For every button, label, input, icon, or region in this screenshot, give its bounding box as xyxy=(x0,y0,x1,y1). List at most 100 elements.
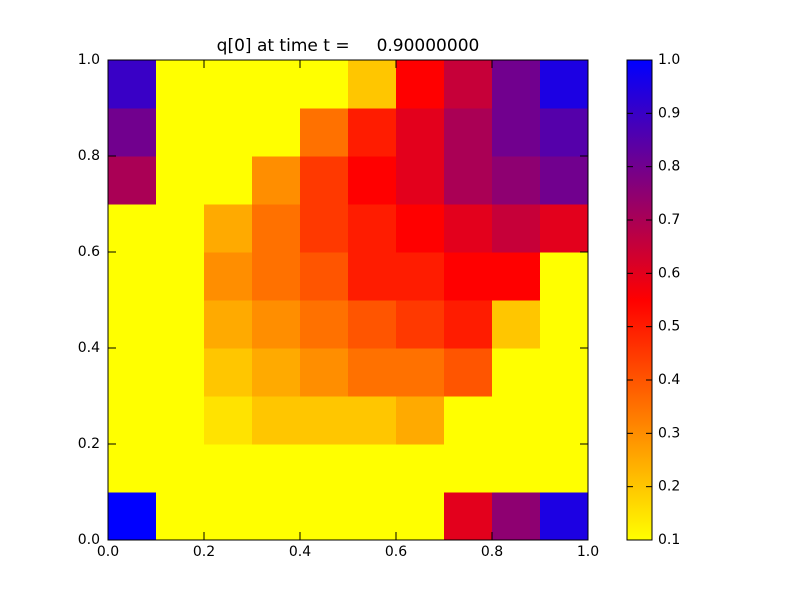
heat-cell xyxy=(444,492,493,541)
heat-cell xyxy=(492,492,541,541)
heat-cell xyxy=(540,60,589,109)
heat-cell xyxy=(156,300,205,349)
heat-cell xyxy=(252,108,301,157)
heat-cell xyxy=(444,60,493,109)
heat-cell xyxy=(444,156,493,205)
heat-cell xyxy=(108,60,157,109)
heat-cell xyxy=(396,348,445,397)
heat-cell xyxy=(204,492,253,541)
heat-cell xyxy=(540,108,589,157)
colorbar-tick-label: 0.2 xyxy=(658,479,680,495)
heat-cell xyxy=(300,156,349,205)
heat-cell xyxy=(156,444,205,493)
heat-cell xyxy=(348,444,397,493)
heat-cell xyxy=(540,252,589,301)
heat-cell xyxy=(396,252,445,301)
heat-cell xyxy=(204,444,253,493)
heat-cell xyxy=(540,156,589,205)
heat-cell xyxy=(300,492,349,541)
heat-cell xyxy=(156,252,205,301)
heat-cell xyxy=(300,252,349,301)
x-tick-label: 0.6 xyxy=(385,544,407,560)
heat-cell xyxy=(540,348,589,397)
heat-cell xyxy=(252,204,301,253)
x-tick-label: 0.0 xyxy=(97,544,119,560)
heat-cell xyxy=(540,492,589,541)
heat-cell xyxy=(300,300,349,349)
heat-cell xyxy=(204,396,253,445)
heat-cell xyxy=(156,60,205,109)
heat-cell xyxy=(396,492,445,541)
heat-cell xyxy=(204,156,253,205)
heat-cell xyxy=(252,348,301,397)
heat-cell xyxy=(156,348,205,397)
heat-cell xyxy=(348,108,397,157)
heat-cell xyxy=(252,252,301,301)
heat-cell xyxy=(540,396,589,445)
heat-cell xyxy=(540,204,589,253)
plot-frame xyxy=(107,59,589,541)
heat-cell xyxy=(444,204,493,253)
heat-cell xyxy=(396,396,445,445)
colorbar-tick-label: 0.7 xyxy=(658,212,680,228)
heat-cell xyxy=(540,300,589,349)
heat-cell xyxy=(348,204,397,253)
x-tick-label: 0.4 xyxy=(289,544,311,560)
heat-cell xyxy=(492,252,541,301)
heat-cell xyxy=(444,300,493,349)
colorbar-tick-label: 1.0 xyxy=(658,52,680,68)
heat-cell xyxy=(492,156,541,205)
heat-cell xyxy=(108,252,157,301)
heat-cell xyxy=(396,60,445,109)
heat-cell xyxy=(348,252,397,301)
heat-cell xyxy=(492,300,541,349)
heat-cell xyxy=(108,396,157,445)
heat-cell xyxy=(492,204,541,253)
colorbar-tick-label: 0.6 xyxy=(658,265,680,281)
heat-cell xyxy=(204,300,253,349)
heat-cell xyxy=(252,396,301,445)
x-tick-label: 0.8 xyxy=(481,544,503,560)
colorbar-tick-label: 0.3 xyxy=(658,425,680,441)
heat-cell xyxy=(204,348,253,397)
heat-cell xyxy=(300,60,349,109)
heat-cell xyxy=(108,300,157,349)
y-tick-label: 1.0 xyxy=(78,52,100,68)
heat-cell xyxy=(156,156,205,205)
heat-cell xyxy=(156,204,205,253)
heat-cell xyxy=(492,108,541,157)
heat-cell xyxy=(204,60,253,109)
heat-cell xyxy=(300,108,349,157)
heat-cell xyxy=(108,492,157,541)
heat-cell xyxy=(492,348,541,397)
colorbar-tick-label: 0.9 xyxy=(658,105,680,121)
heat-cell xyxy=(348,492,397,541)
heat-cell xyxy=(252,444,301,493)
y-tick-label: 0.0 xyxy=(78,532,100,548)
x-tick-label: 0.2 xyxy=(193,544,215,560)
heat-cell xyxy=(540,444,589,493)
heat-cell xyxy=(348,396,397,445)
heat-cell xyxy=(300,396,349,445)
heat-cell xyxy=(156,108,205,157)
heat-cell xyxy=(108,444,157,493)
heat-cell xyxy=(300,444,349,493)
heat-cell xyxy=(252,300,301,349)
heat-cell xyxy=(444,444,493,493)
heat-cell xyxy=(492,60,541,109)
y-tick-label: 0.8 xyxy=(78,148,100,164)
heat-cell xyxy=(396,444,445,493)
heat-cell xyxy=(300,204,349,253)
heat-cell xyxy=(492,396,541,445)
heat-cell xyxy=(444,252,493,301)
heat-cell xyxy=(252,60,301,109)
colorbar-tick-label: 0.4 xyxy=(658,372,680,388)
heat-cell xyxy=(108,108,157,157)
colorbar-tick-label: 0.5 xyxy=(658,319,680,335)
x-tick-label: 1.0 xyxy=(577,544,599,560)
heat-cell xyxy=(252,492,301,541)
heat-cell xyxy=(204,252,253,301)
heat-cell xyxy=(348,156,397,205)
heat-cell xyxy=(156,492,205,541)
